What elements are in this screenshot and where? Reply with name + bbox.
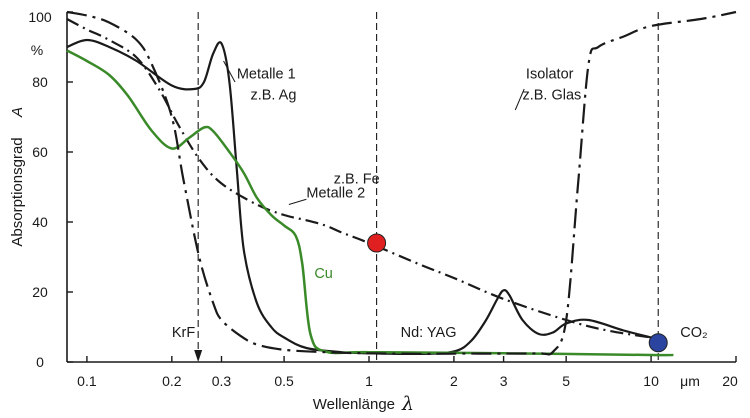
vline-label-krf: KrF: [172, 325, 196, 341]
series-line-isolator-z-b-glas: [66, 10, 737, 356]
x-tick-label: 10: [643, 373, 659, 389]
x-tick-label: 0.2: [162, 373, 182, 389]
y-unit-label: %: [31, 42, 43, 58]
leader-line: [288, 198, 307, 205]
y-tick-label: 20: [32, 284, 48, 300]
annotation-z-b-fe: z.B. Fe: [334, 172, 380, 188]
annotation-z-b-ag: z.B. Ag: [250, 88, 296, 104]
annotation-z-b-glas: z.B. Glas: [522, 88, 581, 104]
vline-label-nd-yag: Nd: YAG: [401, 325, 457, 341]
annotation-metalle-2: Metalle 2: [306, 186, 365, 202]
plot-frame: [66, 12, 736, 363]
y-tick-label: 0: [36, 354, 44, 370]
x-axis-title: Wellenlänge: [313, 396, 395, 413]
y-tick-label: 40: [32, 214, 48, 230]
vline-label-co: CO₂: [680, 325, 707, 341]
x-tick-label: 0.1: [77, 373, 97, 389]
leader-line: [223, 60, 236, 83]
data-markers: [367, 233, 668, 353]
x-axis-ticks: 0.1 0.2 0.3 0.5 1 2 3 5 10 20: [77, 356, 738, 389]
series-line-metalle-1-z-b-ag: [66, 38, 652, 356]
x-tick-label: 2: [450, 373, 458, 389]
series-line-metalle-2-z-b-fe: [66, 18, 652, 339]
x-unit-label: μm: [680, 373, 700, 389]
series-line-cu: [66, 49, 674, 357]
y-tick-label: 100: [28, 9, 52, 25]
x-tick-label: 0.3: [212, 373, 232, 389]
y-axis-ticks: 0 20 40 60 80 100: [28, 9, 73, 370]
x-tick-label: 5: [562, 373, 570, 389]
wavelength-markers: KrF Nd: YAG CO₂: [172, 12, 708, 362]
arrow-down-icon: [194, 350, 203, 362]
y-axis-title: Absorptionsgrad: [9, 137, 26, 246]
x-tick-label: 3: [500, 373, 508, 389]
x-tick-label: 20: [722, 373, 738, 389]
y-axis-symbol: A: [9, 107, 26, 118]
data-point-marker-1: [367, 233, 387, 253]
y-tick-label: 80: [32, 74, 48, 90]
x-tick-label: 1: [365, 373, 373, 389]
x-axis-symbol: λ: [401, 393, 414, 415]
leader-line: [514, 88, 525, 111]
annotation-isolator: Isolator: [526, 67, 574, 83]
data-series: [66, 10, 737, 357]
x-tick-label: 0.5: [274, 373, 294, 389]
y-tick-label: 60: [32, 144, 48, 160]
annotation-metalle-1: Metalle 1: [237, 67, 296, 83]
data-point-marker-2: [648, 333, 668, 353]
cu-series-label: Cu: [314, 266, 333, 282]
annotations: Metalle 1 z.B. Ag Isolator z.B. Glas z.B. Fe…: [223, 60, 581, 282]
